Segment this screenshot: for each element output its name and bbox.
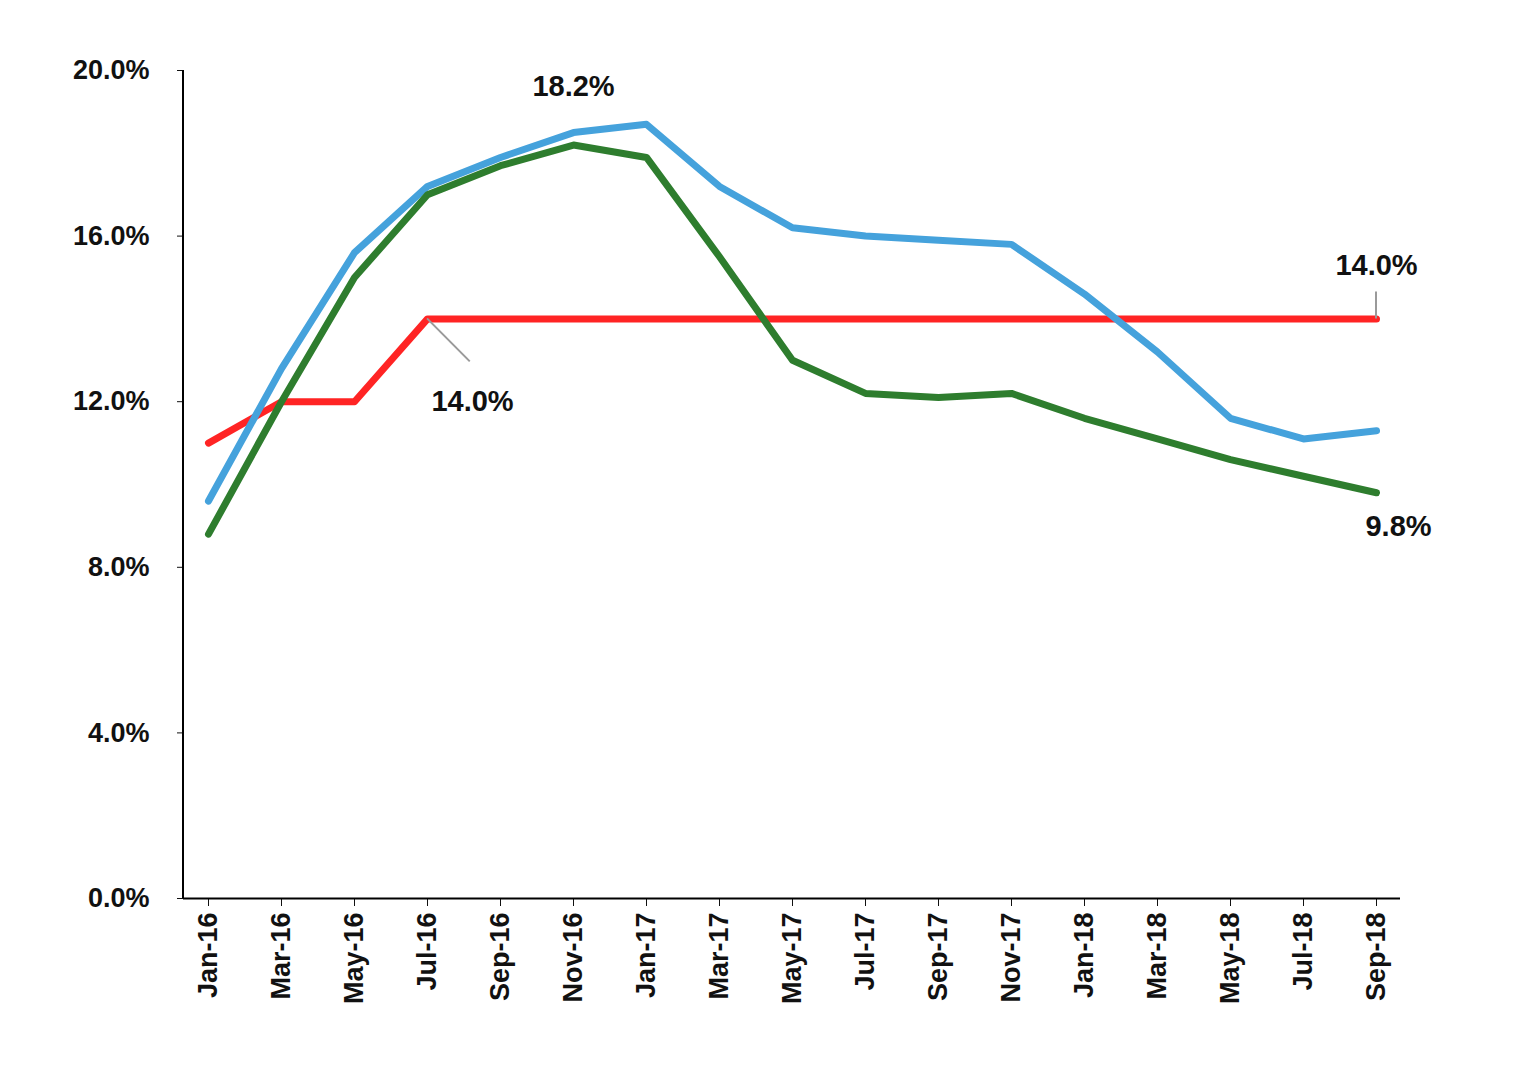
svg-text:8.0%: 8.0% bbox=[88, 552, 150, 582]
svg-text:18.2%: 18.2% bbox=[532, 70, 614, 102]
svg-text:May-17: May-17 bbox=[777, 913, 807, 1005]
svg-text:Jan-17: Jan-17 bbox=[631, 913, 661, 999]
svg-text:May-16: May-16 bbox=[339, 913, 369, 1005]
svg-text:20.0%: 20.0% bbox=[73, 55, 150, 85]
svg-text:0.0%: 0.0% bbox=[88, 883, 150, 913]
svg-text:Sep-17: Sep-17 bbox=[923, 913, 953, 1002]
svg-text:Jul-18: Jul-18 bbox=[1288, 913, 1318, 991]
svg-text:9.8%: 9.8% bbox=[1365, 510, 1431, 542]
svg-text:Mar-17: Mar-17 bbox=[704, 913, 734, 1000]
svg-text:Nov-17: Nov-17 bbox=[996, 913, 1026, 1003]
svg-text:Sep-16: Sep-16 bbox=[485, 913, 515, 1002]
svg-text:16.0%: 16.0% bbox=[73, 221, 150, 251]
svg-text:Jan-18: Jan-18 bbox=[1069, 913, 1099, 999]
svg-text:May-18: May-18 bbox=[1215, 913, 1245, 1005]
svg-text:12.0%: 12.0% bbox=[73, 386, 150, 416]
svg-text:Jan-16: Jan-16 bbox=[193, 913, 223, 999]
svg-text:Jul-17: Jul-17 bbox=[850, 913, 880, 991]
svg-text:14.0%: 14.0% bbox=[431, 385, 513, 417]
svg-text:Nov-16: Nov-16 bbox=[558, 913, 588, 1003]
svg-text:Mar-18: Mar-18 bbox=[1142, 913, 1172, 1000]
svg-text:14.0%: 14.0% bbox=[1335, 249, 1417, 281]
svg-text:Jul-16: Jul-16 bbox=[412, 913, 442, 991]
svg-text:Mar-16: Mar-16 bbox=[266, 913, 296, 1000]
svg-text:Sep-18: Sep-18 bbox=[1361, 913, 1391, 1002]
svg-text:4.0%: 4.0% bbox=[88, 718, 150, 748]
